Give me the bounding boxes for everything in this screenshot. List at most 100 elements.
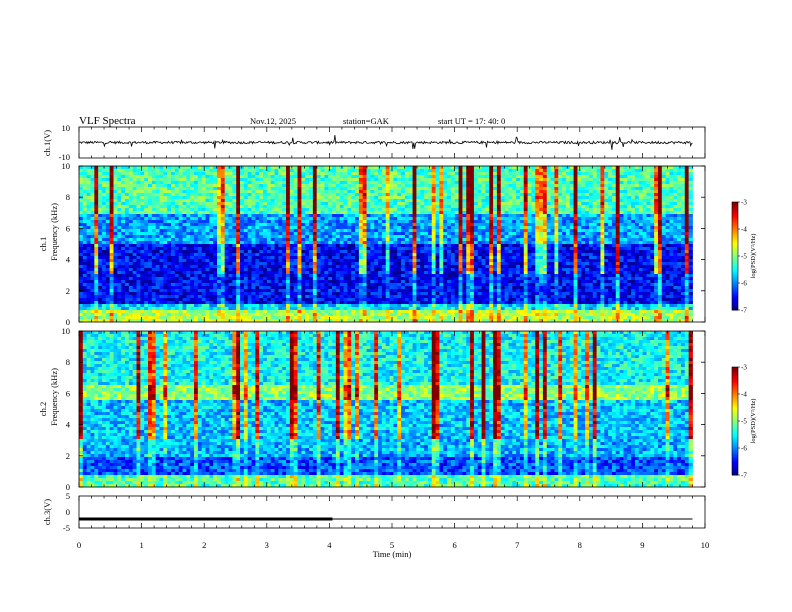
spectrogram-cell xyxy=(347,277,352,281)
spectrogram-cell xyxy=(255,295,260,299)
spectrogram-cell xyxy=(236,214,241,218)
spectrogram-cell xyxy=(351,271,356,275)
spectrogram-cell xyxy=(339,238,344,242)
spectrogram-cell xyxy=(366,247,371,251)
spectrogram-cell xyxy=(151,220,157,224)
spectrogram-cell xyxy=(324,319,329,323)
spectrogram-cell xyxy=(431,220,436,224)
spectrogram-cell xyxy=(174,187,180,191)
spectrogram-cell xyxy=(266,193,272,197)
spectrogram-cell xyxy=(366,262,371,266)
spectrogram-cell xyxy=(125,301,130,305)
spectrogram-cell xyxy=(132,226,137,230)
spectrogram-cell xyxy=(217,271,222,275)
spectrogram-cell xyxy=(320,172,325,176)
spectrogram-cell xyxy=(213,304,218,308)
spectrogram-cell xyxy=(263,292,268,296)
spectrogram-cell xyxy=(105,235,111,239)
spectrogram-cell xyxy=(370,274,375,278)
spectrogram-cell xyxy=(201,277,206,281)
spectrogram-cell xyxy=(136,187,141,191)
spectrogram-cell xyxy=(339,280,344,284)
spectrogram-cell xyxy=(309,259,314,263)
spectrogram-cell xyxy=(266,238,272,242)
spectrogram-cell xyxy=(121,247,126,251)
spectrogram-cell xyxy=(232,265,237,269)
spectrogram-cell xyxy=(220,310,226,314)
spectrogram-cell xyxy=(236,277,241,281)
spectrogram-cell xyxy=(305,235,310,239)
spectrogram-cell xyxy=(443,244,448,248)
spectrogram-cell xyxy=(243,241,249,245)
spectrogram-cell xyxy=(163,268,168,272)
spectrogram-cell xyxy=(335,217,341,221)
spectrogram-cell xyxy=(370,175,375,179)
spectrogram-cell xyxy=(412,184,417,188)
spectrogram-cell xyxy=(251,217,256,221)
spectrogram-cell xyxy=(332,235,337,239)
spectrogram-cell xyxy=(247,175,252,179)
spectrogram-cell xyxy=(324,304,329,308)
spectrogram-cell xyxy=(309,316,314,320)
spectrogram-cell xyxy=(443,250,448,254)
spectrogram-cell xyxy=(416,172,421,176)
spectrogram-cell xyxy=(332,223,337,227)
spectrogram-cell xyxy=(167,304,172,308)
spectrogram-cell xyxy=(282,226,287,230)
spectrogram-cell xyxy=(247,268,252,272)
spectrogram-cell xyxy=(351,172,356,176)
spectrogram-cell xyxy=(209,190,214,194)
spectrogram-cell xyxy=(251,223,256,227)
spectrogram-cell xyxy=(251,235,256,239)
spectrogram-cell xyxy=(328,277,333,281)
spectrogram-cell xyxy=(389,304,394,308)
spectrogram-cell xyxy=(182,184,187,188)
spectrogram-cell xyxy=(247,169,252,173)
spectrogram-cell xyxy=(381,229,387,233)
spectrogram-cell xyxy=(397,241,402,245)
spectrogram-cell xyxy=(362,220,367,224)
spectrogram-cell xyxy=(228,268,233,272)
spectrogram-cell xyxy=(259,262,264,266)
spectrogram-cell xyxy=(420,286,425,290)
spectrogram-cell xyxy=(420,295,425,299)
spectrogram-cell xyxy=(309,310,314,314)
spectrogram-cell xyxy=(209,193,214,197)
spectrogram-cell xyxy=(427,196,433,200)
spectrogram-cell xyxy=(332,229,337,233)
spectrogram-cell xyxy=(339,283,344,287)
spectrogram-cell xyxy=(320,229,325,233)
spectrogram-cell xyxy=(247,190,252,194)
spectrogram-cell xyxy=(270,262,275,266)
spectrogram-cell xyxy=(102,253,107,257)
spectrogram-cell xyxy=(194,298,199,302)
spectrogram-cell xyxy=(255,193,260,197)
spectrogram-cell xyxy=(171,259,176,263)
spectrogram-cell xyxy=(136,235,141,239)
spectrogram-cell xyxy=(171,181,176,185)
spectrogram-cell xyxy=(328,262,333,266)
spectrogram-cell xyxy=(121,193,126,197)
spectrogram-cell xyxy=(335,199,341,203)
spectrogram-cell xyxy=(297,232,302,236)
spectrogram-cell xyxy=(435,220,440,224)
spectrogram-cell xyxy=(136,202,141,206)
spectrogram-cell xyxy=(151,241,157,245)
spectrogram-cell xyxy=(263,235,268,239)
spectrogram-cell xyxy=(358,319,364,323)
spectrogram-cell xyxy=(102,298,107,302)
spectrogram-cell xyxy=(286,211,291,215)
spectrogram-cell xyxy=(343,310,348,314)
spectrogram-cell xyxy=(343,178,348,182)
spectrogram-cell xyxy=(247,319,252,323)
spectrogram-cell xyxy=(255,280,260,284)
spectrogram-cell xyxy=(155,184,160,188)
spectrogram-cell xyxy=(109,193,114,197)
spectrogram-cell xyxy=(443,205,448,209)
spectrogram-cell xyxy=(182,172,187,176)
spectrogram-cell xyxy=(397,277,402,281)
spectrogram-cell xyxy=(362,181,367,185)
spectrogram-cell xyxy=(297,241,302,245)
spectrogram-cell xyxy=(347,166,352,170)
spectrogram-cell xyxy=(151,271,157,275)
